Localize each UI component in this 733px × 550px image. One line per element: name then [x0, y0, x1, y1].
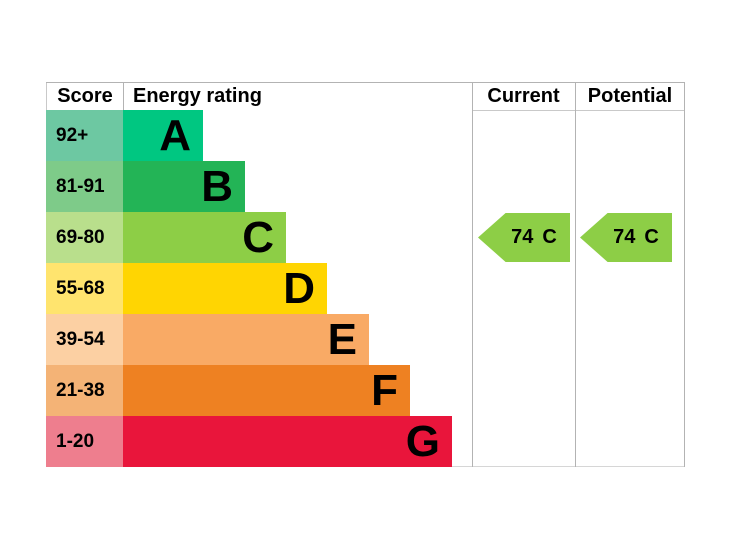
band-bar: G — [123, 416, 452, 467]
band-row-g: 1-20 G — [46, 416, 472, 467]
band-score-label: 21-38 — [56, 380, 105, 401]
potential-column-box — [575, 83, 685, 467]
energy-rating-column-header: Energy rating — [123, 83, 472, 110]
current-rating-value: 74 — [511, 226, 534, 248]
potential-rating-value: 74 — [613, 226, 636, 248]
band-row-c: 69-80 C — [46, 212, 472, 263]
band-bar: E — [123, 314, 369, 365]
band-letter: A — [159, 111, 191, 160]
potential-rating-band: C — [644, 226, 659, 248]
epc-rating-table: Score Energy rating Current Potential 92… — [46, 82, 685, 467]
band-bar: F — [123, 365, 410, 416]
band-score-cell: 1-20 — [46, 416, 123, 467]
band-bar: B — [123, 161, 245, 212]
band-score-label: 81-91 — [56, 176, 105, 197]
current-rating-band: C — [542, 226, 557, 248]
score-column-header: Score — [46, 83, 123, 110]
band-letter: E — [327, 315, 357, 364]
band-score-label: 92+ — [56, 125, 89, 146]
band-letter: C — [242, 213, 274, 262]
band-row-d: 55-68 D — [46, 263, 472, 314]
band-score-label: 39-54 — [56, 329, 105, 350]
band-row-a: 92+ A — [46, 110, 472, 161]
band-bar: D — [123, 263, 327, 314]
band-score-label: 69-80 — [56, 227, 105, 248]
band-score-cell: 55-68 — [46, 263, 123, 314]
band-score-cell: 39-54 — [46, 314, 123, 365]
band-bar: A — [123, 110, 203, 161]
potential-column-header: Potential — [587, 85, 673, 107]
band-score-label: 55-68 — [56, 278, 105, 299]
band-letter: D — [283, 264, 315, 313]
band-row-b: 81-91 B — [46, 161, 472, 212]
band-score-label: 1-20 — [56, 431, 95, 452]
potential-header-divider — [576, 110, 684, 111]
current-header-divider — [473, 110, 575, 111]
band-bar: C — [123, 212, 286, 263]
band-row-e: 39-54 E — [46, 314, 472, 365]
band-row-f: 21-38 F — [46, 365, 472, 416]
band-score-cell: 21-38 — [46, 365, 123, 416]
current-column-box — [472, 83, 575, 467]
band-score-cell: 92+ — [46, 110, 123, 161]
band-score-cell: 81-91 — [46, 161, 123, 212]
band-score-cell: 69-80 — [46, 212, 123, 263]
band-letter: G — [405, 417, 440, 466]
current-column-header: Current — [487, 85, 560, 107]
band-letter: F — [371, 366, 398, 415]
band-letter: B — [201, 162, 233, 211]
